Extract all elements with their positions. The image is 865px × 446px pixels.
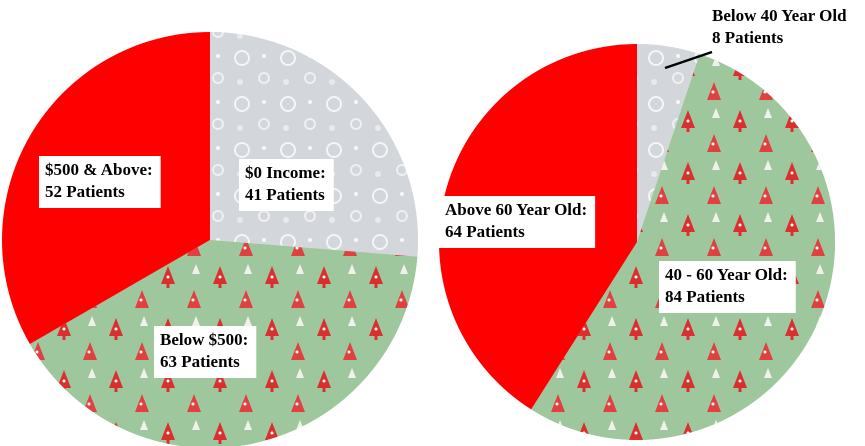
label-category: Above 60 Year Old: (445, 200, 587, 219)
label-category: $0 Income: (245, 163, 326, 182)
slice-label: 40 - 60 Year Old: 84 Patients (659, 261, 796, 313)
slice-texture (210, 32, 418, 257)
label-value: 52 Patients (45, 182, 125, 201)
slice-label: Below 40 Year Old 8 Patients (665, 6, 847, 68)
label-category: Below $500: (160, 330, 248, 349)
label-value: 64 Patients (445, 222, 525, 241)
label-category: $500 & Above: (45, 160, 153, 179)
slice-label: $0 Income: 41 Patients (239, 159, 334, 211)
slice-label: Below $500: 63 Patients (154, 326, 256, 378)
label-value: 41 Patients (245, 185, 325, 204)
page: $0 Income: 41 Patients Below $500: 63 Patie… (0, 0, 865, 446)
chart: $0 Income: 41 Patients Below $500: 63 Patie… (0, 0, 865, 446)
label-category: Below 40 Year Old (712, 6, 847, 25)
label-value: 63 Patients (160, 352, 240, 371)
label-value: 84 Patients (665, 287, 745, 306)
slice-label: Above 60 Year Old: 64 Patients (439, 196, 595, 248)
label-category: 40 - 60 Year Old: (665, 265, 788, 284)
slice-label: $500 & Above: 52 Patients (39, 156, 161, 208)
label-value: 8 Patients (712, 28, 784, 47)
